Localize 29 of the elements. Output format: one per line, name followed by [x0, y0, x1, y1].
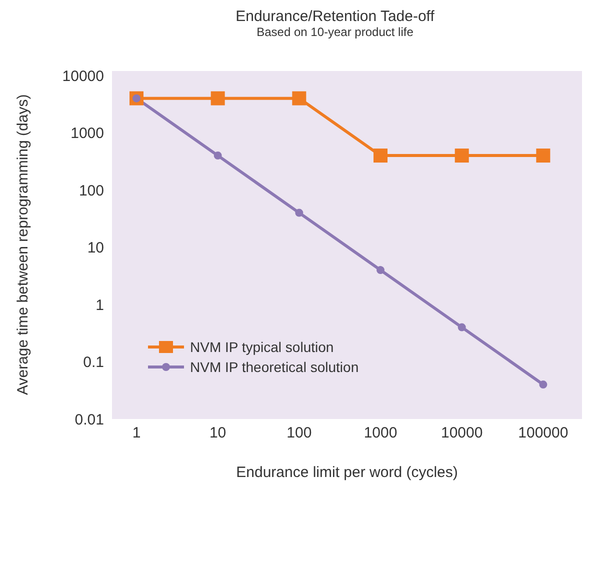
x-tick-label: 100000	[518, 424, 568, 442]
y-tick-label: 1000	[70, 125, 104, 142]
point	[374, 148, 388, 163]
y-tick-label: 1	[96, 296, 104, 314]
y-tick-label: 10	[87, 240, 104, 257]
x-axis-title: Endurance limit per word (cycles)	[236, 464, 458, 481]
y-tick-label: 100	[78, 182, 104, 200]
x-tick-label: 10	[209, 424, 226, 442]
x-tick-label: 100	[286, 424, 312, 442]
x-tick-label: 10000	[440, 424, 483, 442]
point	[376, 266, 385, 274]
chart-subtitle: Based on 10-year product life	[256, 25, 414, 39]
y-tick-label: 10000	[62, 68, 104, 85]
y-tick-label: 0.1	[83, 354, 104, 372]
point	[458, 323, 466, 332]
legend-label: NVM IP typical solution	[190, 339, 334, 355]
x-tick-label: 1	[132, 424, 141, 442]
point	[292, 91, 306, 106]
y-axis-title: Average time between reprogramming (days)	[14, 94, 32, 395]
x-tick-label: 1000	[364, 424, 398, 442]
point	[536, 148, 550, 163]
legend-label: NVM IP theoretical solution	[190, 359, 359, 375]
y-tick-label: 0.01	[74, 411, 104, 428]
chart-title: Endurance/Retention Tade-off	[234, 8, 436, 25]
point	[539, 380, 548, 389]
point	[295, 208, 304, 217]
point	[214, 152, 222, 160]
point	[454, 148, 469, 163]
point	[210, 91, 225, 106]
